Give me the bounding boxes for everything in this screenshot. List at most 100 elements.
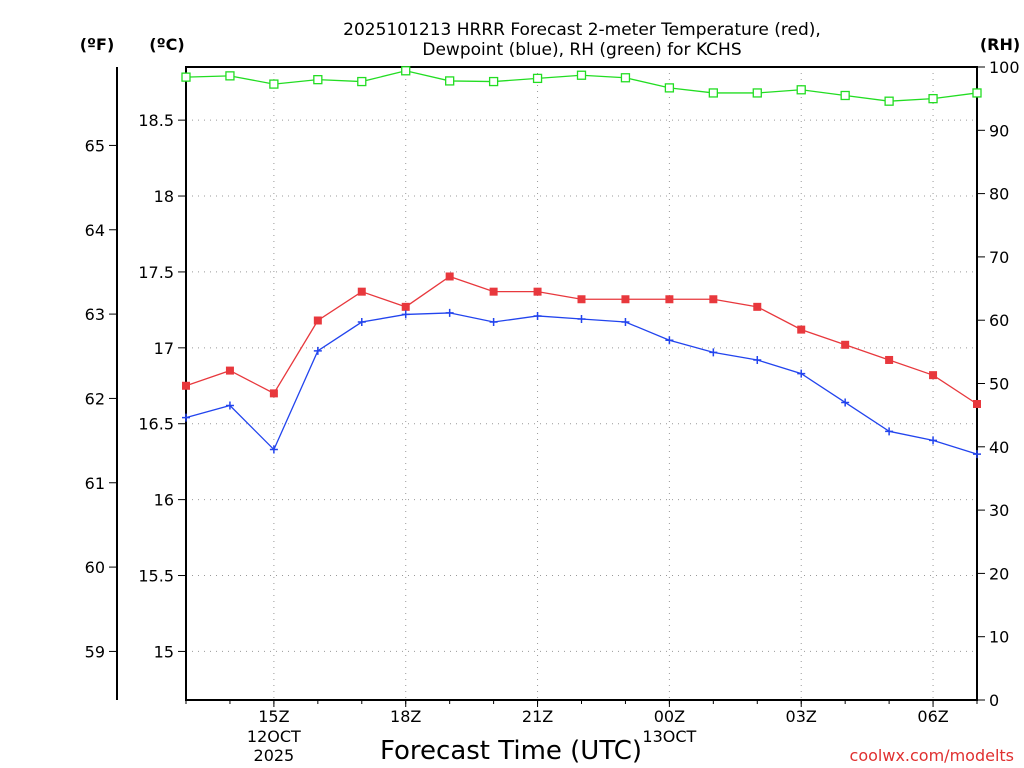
rh-point [225, 71, 235, 81]
rh-point [664, 83, 675, 93]
temperature-point [973, 399, 981, 408]
temperature-point [885, 355, 894, 364]
rh-point [884, 96, 894, 106]
dewpoint-point [269, 445, 278, 454]
celsius-tick-label: 16.5 [138, 415, 174, 434]
x-tick-label: 18Z [390, 707, 421, 726]
temperature-point [577, 295, 586, 304]
temperature-point [445, 272, 454, 281]
axes [109, 66, 985, 707]
temperature-point [797, 325, 806, 334]
credit-text: coolwx.com/modelts [850, 746, 1014, 765]
temperature-point [709, 295, 718, 304]
x-date-label: 13OCT [642, 727, 696, 746]
rh-point [488, 76, 499, 87]
rh-tick-label: 60 [989, 311, 1009, 330]
fahrenheit-tick-label: 59 [85, 642, 105, 661]
dewpoint-point [225, 401, 234, 410]
dewpoint-point [577, 314, 586, 323]
dewpoint-point [885, 427, 894, 436]
rh-tick-label: 70 [989, 248, 1009, 267]
dewpoint-point [929, 436, 938, 445]
x-tick-label: 00Z [654, 707, 685, 726]
temperature-point [269, 389, 278, 398]
rh-tick-label: 10 [989, 628, 1009, 647]
data-series [181, 66, 982, 459]
dewpoint-point [973, 450, 981, 459]
rh-point [445, 76, 455, 86]
dewpoint-point [182, 413, 190, 422]
rh-point [269, 79, 279, 89]
rh-tick-label: 80 [989, 185, 1009, 204]
x-tick-label: 03Z [786, 707, 817, 726]
temperature-point [533, 287, 542, 296]
x-year-label: 2025 [254, 746, 295, 765]
rh-unit-label: (RH) [980, 35, 1020, 54]
dewpoint-point [489, 318, 498, 327]
celsius-tick-label: 17.5 [138, 263, 174, 282]
celsius-unit-label: (ºC) [149, 35, 184, 54]
fahrenheit-unit-label: (ºF) [80, 35, 115, 54]
temperature-point [621, 295, 630, 304]
celsius-tick-label: 18 [154, 187, 174, 206]
dewpoint-point [445, 308, 454, 317]
dewpoint-point [665, 336, 674, 345]
x-axis-title: Forecast Time (UTC) [380, 736, 642, 766]
x-tick-label: 06Z [917, 707, 948, 726]
celsius-tick-label: 18.5 [138, 111, 174, 130]
rh-tick-label: 0 [989, 691, 999, 710]
rh-point [928, 94, 938, 104]
dewpoint-point [621, 318, 630, 327]
fahrenheit-tick-label: 64 [85, 221, 105, 240]
temperature-point [225, 366, 234, 375]
rh-point [708, 88, 718, 98]
temperature-point [401, 302, 410, 311]
rh-point [576, 70, 587, 80]
temperature-point [753, 302, 762, 311]
temperature-point [357, 287, 366, 296]
fahrenheit-tick-label: 60 [85, 558, 105, 577]
dewpoint-point [753, 355, 762, 364]
x-date-label: 12OCT [247, 727, 301, 746]
temperature-point [182, 381, 190, 390]
x-tick-label: 15Z [258, 707, 289, 726]
dewpoint-point [313, 346, 322, 355]
dewpoint-point [357, 318, 366, 327]
rh-point [840, 90, 850, 101]
dewpoint-line [185, 312, 978, 455]
rh-point [796, 85, 806, 95]
rh-point [401, 66, 411, 76]
chart-title-line2: Dewpoint (blue), RH (green) for KCHS [422, 40, 741, 60]
rh-point [972, 88, 982, 98]
rh-point [620, 73, 631, 83]
temperature-point [489, 287, 498, 296]
dewpoint-point [401, 310, 410, 319]
temperature-point [665, 295, 674, 304]
dewpoint-point [797, 369, 806, 378]
rh-tick-label: 40 [989, 438, 1009, 457]
celsius-tick-label: 15 [154, 642, 174, 661]
grid-lines [186, 67, 977, 700]
temperature-point [841, 340, 850, 349]
chart-title-line1: 2025101213 HRRR Forecast 2-meter Tempera… [343, 20, 821, 40]
rh-point [313, 75, 323, 85]
celsius-tick-label: 17 [154, 339, 174, 358]
fahrenheit-tick-label: 65 [85, 136, 105, 155]
rh-point [357, 76, 367, 87]
fahrenheit-tick-label: 61 [85, 474, 105, 493]
rh-tick-label: 90 [989, 121, 1009, 140]
rh-point [752, 88, 762, 98]
fahrenheit-tick-label: 62 [85, 389, 105, 408]
dewpoint-point [709, 348, 718, 357]
celsius-tick-label: 16 [154, 491, 174, 510]
rh-tick-label: 100 [989, 58, 1020, 77]
plot-frame [185, 66, 978, 701]
rh-tick-label: 30 [989, 501, 1009, 520]
rh-tick-label: 20 [989, 564, 1009, 583]
rh-point [181, 72, 191, 82]
dewpoint-point [533, 311, 542, 320]
celsius-tick-label: 15.5 [138, 567, 174, 586]
temperature-point [929, 371, 938, 380]
